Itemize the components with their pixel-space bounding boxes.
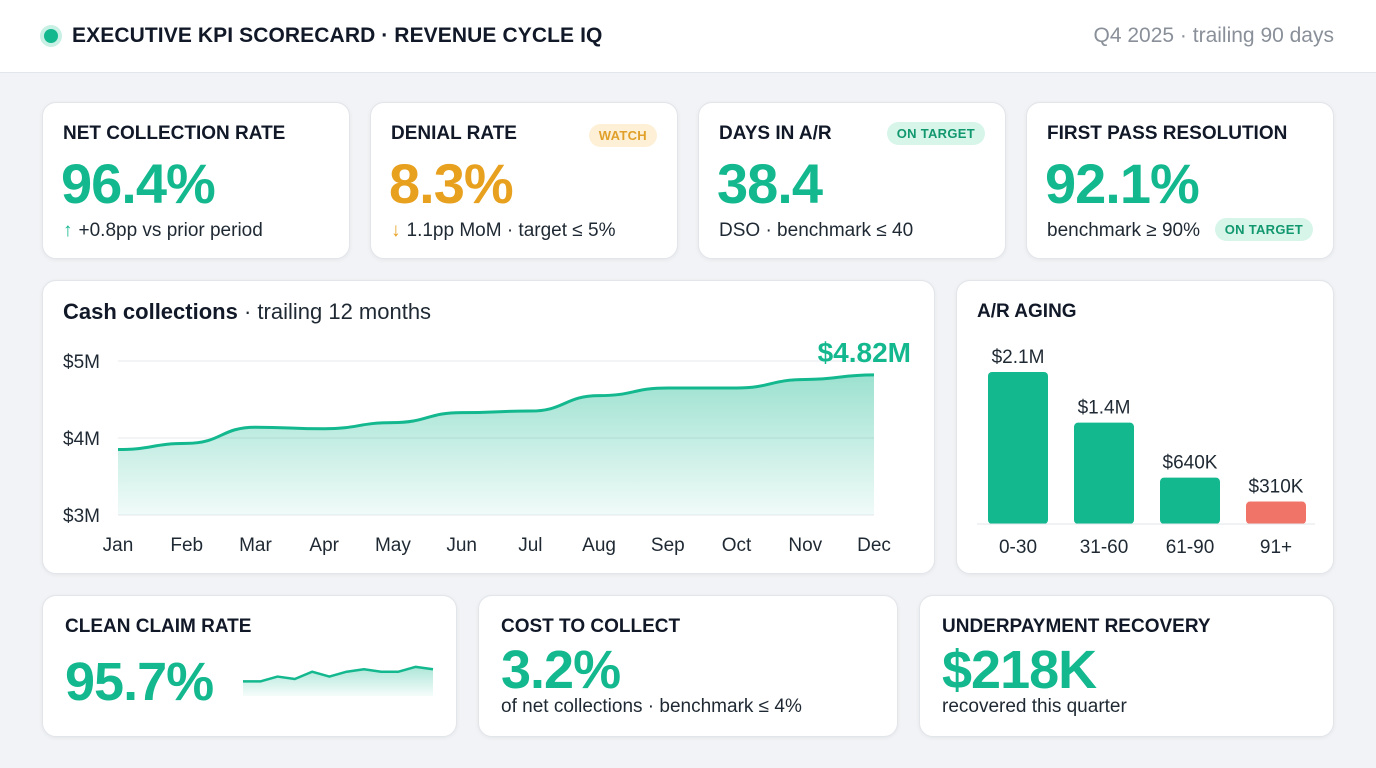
- aging-bar: [1160, 477, 1220, 524]
- clean-claim-rate-card[interactable]: CLEAN CLAIM RATE 95.7%: [42, 595, 457, 737]
- kpi-label: COST TO COLLECT: [501, 616, 681, 637]
- kpi-label: UNDERPAYMENT RECOVERY: [942, 616, 1211, 637]
- chart-title: Cash collections · trailing 12 months: [63, 299, 431, 325]
- aging-category-label: 61-90: [1166, 537, 1215, 558]
- kpi-subtext-label: 1.1pp MoM · target ≤ 5%: [406, 220, 616, 241]
- kpi-label: CLEAN CLAIM RATE: [65, 616, 252, 637]
- x-tick-label: Apr: [309, 535, 339, 556]
- chart-title-rest: · trailing 12 months: [243, 299, 432, 324]
- ar-aging-chart: $2.1M 0-30 $1.4M 31-60 $640K 61-90 $310K 91+: [977, 347, 1315, 558]
- status-dot-icon: [44, 29, 58, 43]
- kpi-subtext-label: +0.8pp vs prior period: [78, 220, 263, 241]
- ar-aging-card: A/R AGING $2.1M 0-30 $1.4M 31-60 $640K 61-90 $…: [956, 280, 1334, 574]
- latest-value-label: $4.82M: [818, 337, 911, 368]
- kpi-card-first-pass-resolution[interactable]: FIRST PASS RESOLUTION 92.1% benchmark ≥ …: [1026, 102, 1334, 259]
- arrow-up-icon: ↑: [63, 220, 73, 241]
- kpi-label: DAYS IN A/R: [719, 123, 832, 144]
- x-tick-label: Jun: [446, 535, 477, 556]
- aging-bar: [988, 372, 1048, 524]
- y-tick-label: $3M: [63, 506, 100, 527]
- period-label: Q4 2025 · trailing 90 days: [1093, 24, 1334, 47]
- y-tick-label: $4M: [63, 429, 100, 450]
- cash-area-fill: [118, 374, 874, 515]
- x-tick-label: Jan: [103, 535, 134, 556]
- aging-value-label: $1.4M: [1078, 398, 1131, 419]
- kpi-value: 92.1%: [1045, 152, 1200, 215]
- x-tick-label: Sep: [651, 535, 685, 556]
- x-tick-label: Jul: [518, 535, 542, 556]
- sparkline-fill: [243, 666, 433, 696]
- kpi-value: 96.4%: [61, 152, 216, 215]
- aging-bar: [1246, 501, 1306, 524]
- x-tick-label: Aug: [582, 535, 616, 556]
- cost-to-collect-card[interactable]: COST TO COLLECT 3.2% of net collections …: [478, 595, 898, 737]
- status-badge-on-target: ON TARGET: [886, 122, 985, 145]
- kpi-label: DENIAL RATE: [391, 123, 517, 144]
- x-tick-label: Dec: [857, 535, 891, 556]
- aging-category-label: 0-30: [999, 537, 1037, 558]
- kpi-subtext: ↑ +0.8pp vs prior period: [63, 220, 263, 242]
- aging-category-label: 91+: [1260, 537, 1292, 558]
- y-tick-label: $5M: [63, 352, 100, 373]
- x-tick-label: Mar: [239, 535, 272, 556]
- cash-collections-chart: $3M $4M $5M Jan Feb Mar Apr May Jun Jul Aug Sep Oct…: [63, 337, 911, 556]
- arrow-down-icon: ↓: [391, 220, 401, 241]
- kpi-value: 38.4: [717, 152, 823, 215]
- aging-bar: [1074, 422, 1134, 524]
- x-tick-label: Feb: [170, 535, 203, 556]
- kpi-subtext: benchmark ≥ 90%: [1047, 220, 1201, 241]
- kpi-subtext: of net collections · benchmark ≤ 4%: [501, 696, 802, 717]
- sparkline-line: [243, 665, 434, 683]
- aging-category-label: 31-60: [1080, 537, 1129, 558]
- kpi-subtext: recovered this quarter: [942, 696, 1127, 717]
- chart-title-bold: Cash collections: [63, 299, 238, 324]
- x-tick-label: Nov: [788, 535, 822, 556]
- aging-title: A/R AGING: [977, 301, 1077, 322]
- cash-collections-card: Cash collections · trailing 12 months $3…: [42, 280, 935, 574]
- kpi-card-denial-rate[interactable]: DENIAL RATE WATCH 8.3% ↓ 1.1pp MoM · targ…: [370, 102, 678, 259]
- header-bar: EXECUTIVE KPI SCORECARD · REVENUE CYCLE …: [0, 0, 1376, 73]
- kpi-value: 95.7%: [65, 652, 214, 712]
- status-badge-on-target: ON TARGET: [1214, 218, 1313, 241]
- kpi-value: $218K: [942, 640, 1097, 700]
- kpi-subtext: DSO · benchmark ≤ 40: [719, 220, 914, 241]
- cash-series-line: [117, 373, 875, 452]
- x-tick-label: Oct: [722, 535, 752, 556]
- kpi-subtext: ↓ 1.1pp MoM · target ≤ 5%: [391, 220, 615, 242]
- kpi-card-net-collection-rate[interactable]: NET COLLECTION RATE 96.4% ↑ +0.8pp vs pri…: [42, 102, 350, 259]
- kpi-label: FIRST PASS RESOLUTION: [1047, 123, 1288, 144]
- underpayment-recovery-card[interactable]: UNDERPAYMENT RECOVERY $218K recovered th…: [919, 595, 1334, 737]
- aging-value-label: $2.1M: [992, 347, 1045, 368]
- kpi-value: 3.2%: [501, 640, 621, 700]
- aging-value-label: $310K: [1249, 477, 1304, 498]
- status-badge-watch: WATCH: [588, 124, 657, 147]
- aging-value-label: $640K: [1163, 453, 1218, 474]
- kpi-label: NET COLLECTION RATE: [63, 123, 286, 144]
- clean-claim-sparkline: [243, 665, 434, 696]
- kpi-card-days-in-ar[interactable]: DAYS IN A/R ON TARGET 38.4 DSO · benchma…: [698, 102, 1006, 259]
- x-tick-label: May: [375, 535, 411, 556]
- page-title: EXECUTIVE KPI SCORECARD · REVENUE CYCLE …: [72, 24, 603, 47]
- kpi-value: 8.3%: [389, 152, 514, 215]
